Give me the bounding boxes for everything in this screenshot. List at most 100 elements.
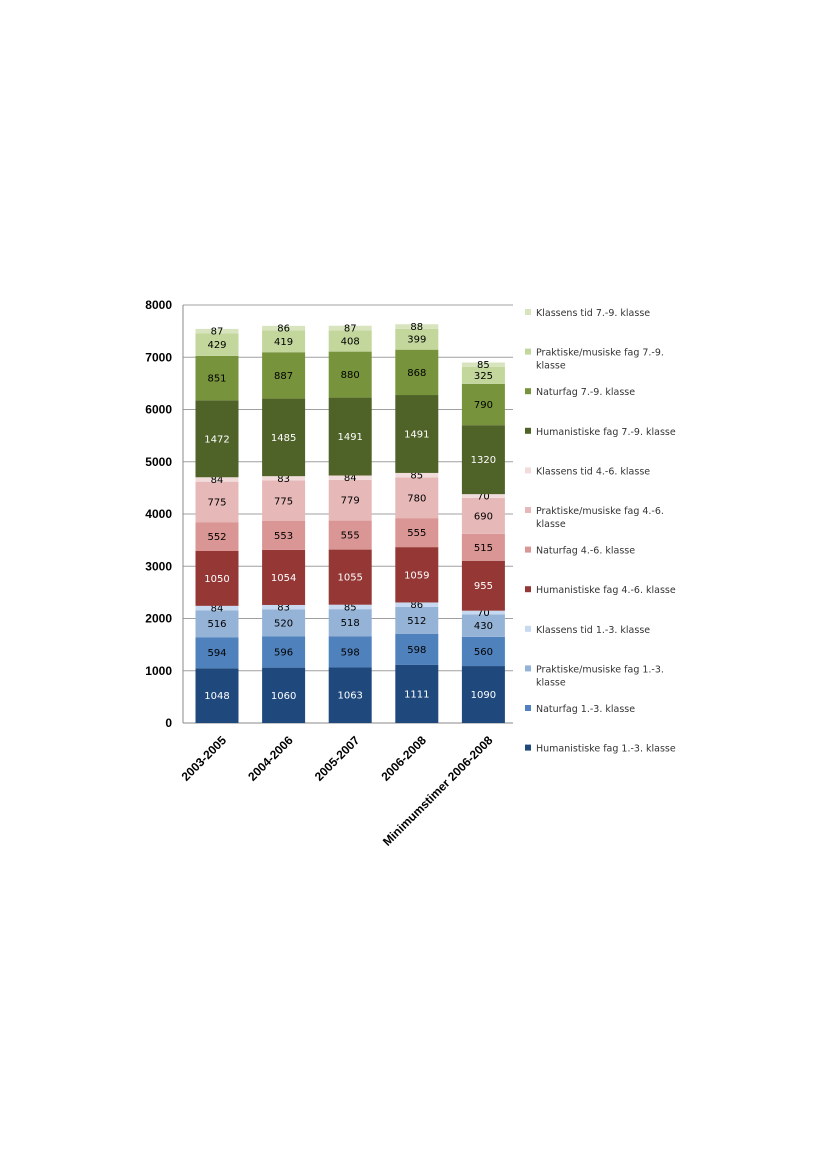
data-label: 552: [207, 532, 226, 543]
bar-segment: [328, 636, 372, 668]
x-tick-label: 2003-2005: [179, 733, 230, 784]
y-axis: 0 1000 2000 3000 4000 5000 6000 7000 8000: [145, 298, 184, 730]
legend-swatch: [525, 467, 531, 474]
data-label: 84: [211, 604, 224, 615]
bar-segment: [461, 494, 505, 498]
data-label: 87: [211, 327, 224, 338]
bar-segment: [461, 383, 505, 426]
data-label: 780: [407, 493, 426, 504]
data-label: 560: [474, 647, 493, 658]
bar-segment: [461, 560, 505, 611]
x-tick-label: 2004-2006: [245, 733, 296, 784]
data-label: 1060: [271, 691, 296, 702]
data-label: 83: [277, 474, 290, 485]
bar-segment: [195, 333, 239, 356]
bar-segment: [328, 397, 372, 476]
bar-segment: [328, 667, 372, 723]
bar-segment: [328, 351, 372, 398]
legend-swatch: [525, 388, 531, 395]
bar-segment: [461, 636, 505, 667]
bar-segment: [461, 614, 505, 637]
data-label: 512: [407, 616, 426, 627]
bar-segment: [395, 547, 439, 603]
data-label: 955: [474, 581, 493, 592]
bar-segment: [461, 610, 505, 615]
legend-item: Humanistiske fag 4.-6. klasse: [525, 585, 676, 596]
data-label: 779: [341, 496, 360, 507]
x-tick-label: 2005-2007: [312, 733, 363, 784]
legend-item: Klassens tid 7.-9. klasse: [525, 308, 650, 319]
legend-swatch: [525, 744, 531, 751]
bar-segment: [195, 605, 239, 611]
legend-item: Humanistiske fag 1.-3. klasse: [525, 744, 676, 755]
data-label: 429: [207, 340, 226, 351]
bar-segment: [195, 522, 239, 551]
data-label: 1050: [204, 574, 229, 585]
bar-segment: [262, 604, 306, 610]
bar-segment: [395, 472, 439, 478]
legend-item: Humanistiske fag 7.-9. klasse: [525, 427, 676, 438]
legend-item: Klassens tid 1.-3. klasse: [525, 625, 650, 636]
legend-swatch: [525, 348, 531, 355]
x-tick-label: 2006-2008: [378, 733, 429, 784]
data-label: 516: [207, 619, 226, 630]
bar-segment: [395, 633, 439, 665]
data-label: 85: [410, 471, 423, 482]
data-label: 598: [407, 645, 426, 656]
x-tick-label: Minimumstimer 2006-2008: [380, 733, 496, 849]
bar-segment: [461, 425, 505, 495]
data-label: 83: [277, 603, 290, 614]
legend-label: Klassens tid 1.-3. klasse: [536, 625, 650, 636]
legend-item: Naturfag 4.-6. klasse: [525, 546, 635, 557]
bar-segment: [461, 497, 505, 534]
legend-item: Naturfag 1.-3. klasse: [525, 704, 635, 715]
legend-swatch: [525, 586, 531, 593]
bar-segment: [328, 549, 372, 605]
data-label: 86: [410, 600, 423, 611]
data-label: 518: [341, 618, 360, 629]
data-label: 86: [277, 324, 290, 335]
legend-item: Praktiske/musiske fag 7.-9. klasse: [525, 348, 664, 372]
y-tick-label: 1000: [145, 664, 172, 678]
bar-segment: [195, 355, 239, 401]
data-label: 555: [341, 531, 360, 542]
bar-segment: [461, 533, 505, 561]
legend-label: Naturfag 1.-3. klasse: [536, 704, 635, 715]
data-label: 1491: [337, 432, 362, 443]
data-label: 1485: [271, 433, 296, 444]
bar-segment: [262, 476, 306, 481]
data-label: 598: [341, 647, 360, 658]
data-label: 520: [274, 618, 293, 629]
legend-item: Naturfag 7.-9. klasse: [525, 387, 635, 398]
bar-segment: [195, 477, 239, 482]
data-label: 84: [211, 475, 224, 486]
data-label: 1059: [404, 570, 429, 581]
y-tick-label: 4000: [145, 507, 172, 521]
bar-segment: [395, 395, 439, 473]
bar-segment: [262, 521, 306, 550]
data-label: 70: [477, 491, 490, 502]
data-label: 419: [274, 337, 293, 348]
data-label: 88: [410, 322, 423, 333]
legend-label: klasse: [536, 361, 566, 372]
data-label: 887: [274, 371, 293, 382]
data-label: 408: [341, 336, 360, 347]
bar-segment: [328, 475, 372, 480]
y-tick-label: 2000: [145, 612, 172, 626]
y-tick-label: 3000: [145, 559, 172, 573]
bar-segment: [328, 325, 372, 331]
legend-swatch: [525, 665, 531, 672]
legend-swatch: [525, 309, 531, 315]
legend-swatch: [525, 427, 531, 434]
bar-segment: [395, 324, 439, 329]
legend-item: Klassens tid 4.-6. klasse: [525, 466, 650, 477]
legend-label: Humanistiske fag 4.-6. klasse: [536, 585, 676, 596]
bar-segment: [461, 366, 505, 384]
legend-label: klasse: [536, 519, 566, 530]
bar-segment: [262, 667, 306, 723]
y-tick-label: 5000: [145, 455, 172, 469]
data-label: 1491: [404, 429, 429, 440]
bar-segment: [195, 668, 239, 723]
legend-item: Praktiske/musiske fag 4.-6. klasse: [525, 506, 664, 530]
